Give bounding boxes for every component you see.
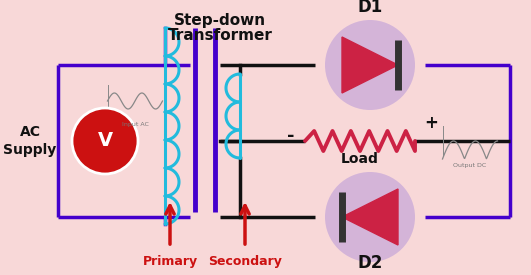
Polygon shape [342, 37, 398, 93]
Text: Input AC: Input AC [122, 122, 149, 127]
Text: Transformer: Transformer [168, 28, 272, 43]
Text: Load: Load [341, 152, 379, 166]
Text: Primary: Primary [142, 255, 198, 268]
Text: D1: D1 [357, 0, 383, 16]
Text: Step-down: Step-down [174, 12, 266, 28]
Polygon shape [342, 189, 398, 245]
Text: D2: D2 [357, 254, 383, 272]
Text: +: + [424, 114, 438, 132]
Circle shape [325, 20, 415, 110]
Text: Output DC: Output DC [453, 163, 486, 168]
Circle shape [72, 108, 138, 174]
Text: -: - [287, 127, 295, 145]
Text: AC
Supply: AC Supply [3, 125, 57, 157]
Text: V: V [97, 131, 113, 150]
Text: Secondary: Secondary [208, 255, 282, 268]
Circle shape [325, 172, 415, 262]
